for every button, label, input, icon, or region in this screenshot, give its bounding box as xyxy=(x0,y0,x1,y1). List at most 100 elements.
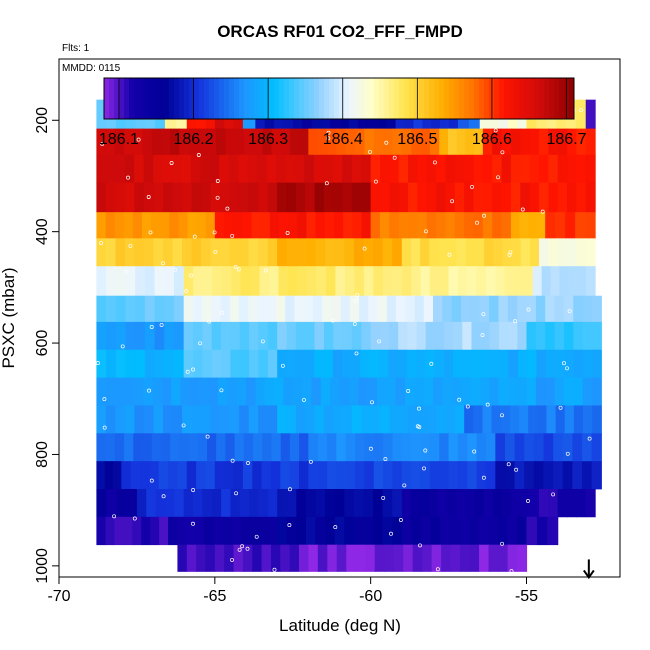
heat-cell xyxy=(325,238,336,267)
heat-cell xyxy=(573,405,584,434)
heat-cell xyxy=(489,377,500,406)
colorbar-swatch xyxy=(419,78,425,119)
colorbar-swatch xyxy=(174,78,180,119)
heat-cell xyxy=(125,295,136,323)
heat-cell xyxy=(489,321,500,351)
heat-cell xyxy=(294,295,305,323)
heat-cell xyxy=(460,544,471,572)
heat-cell xyxy=(219,154,230,184)
heat-cell xyxy=(123,516,133,546)
heat-cell xyxy=(550,266,561,297)
heat-cell xyxy=(482,182,493,213)
heat-cell xyxy=(172,154,183,184)
heat-cell xyxy=(498,544,509,572)
sample-dot xyxy=(373,179,378,184)
heat-cell xyxy=(454,154,465,184)
colorbar-swatch xyxy=(209,78,215,119)
heat-cell xyxy=(411,433,422,462)
heat-cell xyxy=(210,182,221,213)
heat-cell xyxy=(262,128,273,156)
heat-cell xyxy=(124,377,135,406)
heat-cell xyxy=(239,489,250,518)
heat-cell xyxy=(553,433,564,462)
heat-cell xyxy=(197,433,208,462)
colorbar-swatch xyxy=(224,78,230,119)
heat-cell xyxy=(154,295,165,323)
heat-cell xyxy=(408,182,419,213)
heat-cell xyxy=(401,433,412,462)
heat-cell xyxy=(547,516,559,546)
colorbar-swatch xyxy=(524,78,530,119)
heat-cell xyxy=(200,154,211,184)
heat-cell xyxy=(249,321,260,351)
heat-cell xyxy=(473,182,484,213)
heat-cell xyxy=(258,349,269,378)
heat-cell xyxy=(500,405,511,434)
heat-cell xyxy=(229,182,240,213)
heat-cell xyxy=(535,321,546,351)
sample-dot xyxy=(159,322,164,327)
heat-cell xyxy=(104,461,114,490)
heat-cell xyxy=(288,212,298,239)
heat-cell xyxy=(498,377,509,406)
colorbar-swatch xyxy=(239,78,245,119)
heat-cell xyxy=(182,182,193,213)
sample-dot xyxy=(189,273,194,278)
heat-cell xyxy=(471,321,482,351)
sample-dot xyxy=(102,397,107,402)
heat-cell xyxy=(193,349,203,378)
colorbar-swatch xyxy=(309,78,315,119)
heat-cell xyxy=(267,182,278,213)
heat-cell xyxy=(517,377,528,406)
heat-cell xyxy=(342,321,353,351)
heat-cell xyxy=(389,154,400,184)
heat-cell xyxy=(491,405,502,434)
heat-cell xyxy=(445,154,456,184)
heat-cell xyxy=(125,266,136,297)
heat-cell xyxy=(480,321,491,351)
sample-dot xyxy=(185,369,190,374)
sample-dot xyxy=(526,307,531,312)
heat-cell xyxy=(585,128,596,156)
heat-cell xyxy=(443,349,454,378)
heat-cell xyxy=(258,182,269,213)
colorbar-swatch xyxy=(469,78,475,119)
heat-cell xyxy=(529,238,540,267)
sample-dot xyxy=(230,458,235,463)
heat-cell xyxy=(202,266,213,297)
colorbar-swatch xyxy=(349,78,355,119)
heat-cell xyxy=(144,295,156,323)
heat-cell xyxy=(267,489,278,518)
heat-cell xyxy=(468,516,480,546)
heat-cell xyxy=(456,238,467,267)
x-axis: -70 -65 -60 -55 xyxy=(47,576,538,605)
heat-cell xyxy=(389,321,399,351)
heat-cell xyxy=(361,405,372,434)
heat-cell xyxy=(230,489,241,518)
sample-dot xyxy=(567,309,572,314)
heat-cell xyxy=(453,321,463,351)
heat-cell xyxy=(106,349,117,378)
heat-cell xyxy=(277,489,288,518)
heat-cell xyxy=(520,489,531,518)
heat-cell xyxy=(190,154,202,184)
heat-cell xyxy=(383,433,394,462)
heat-cell xyxy=(554,321,565,351)
heat-cell xyxy=(180,377,191,406)
heat-cell xyxy=(297,266,308,297)
heat-cell xyxy=(488,544,499,572)
heat-cell xyxy=(114,433,125,462)
heat-cell xyxy=(208,377,219,406)
heat-cell xyxy=(336,433,347,462)
heat-cell xyxy=(548,182,559,213)
sample-dot xyxy=(551,492,556,497)
heat-cell xyxy=(221,489,232,518)
heat-cell xyxy=(554,377,565,406)
heat-cell xyxy=(363,238,374,267)
heat-cell xyxy=(499,321,509,351)
heat-cell xyxy=(474,128,484,156)
heat-cell xyxy=(421,516,432,546)
heat-cell xyxy=(316,266,327,297)
heat-cell xyxy=(517,295,528,323)
colorbar-swatch xyxy=(549,78,555,119)
